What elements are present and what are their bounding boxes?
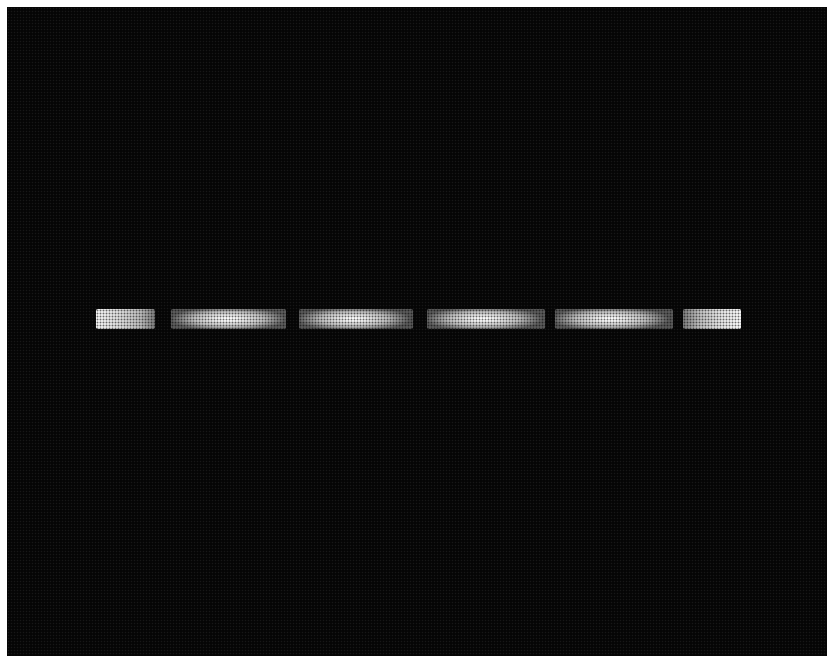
gel-band-lane-5 (555, 309, 673, 329)
gel-band-lane-3 (299, 309, 413, 329)
gel-band-lane-1 (96, 309, 155, 329)
gel-image (7, 7, 827, 656)
gel-band-lane-2 (171, 309, 286, 329)
gel-band-lane-6 (683, 309, 741, 329)
gel-band-lane-4 (427, 309, 545, 329)
